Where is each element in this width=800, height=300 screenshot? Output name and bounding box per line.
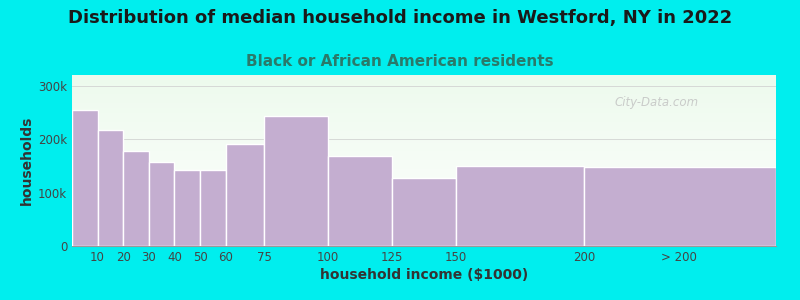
X-axis label: household income ($1000): household income ($1000)	[320, 268, 528, 282]
Bar	[584, 167, 776, 246]
Bar	[72, 110, 98, 246]
Bar	[264, 116, 328, 246]
Bar	[328, 156, 392, 246]
Bar	[149, 162, 174, 246]
Y-axis label: households: households	[20, 116, 34, 205]
Text: Black or African American residents: Black or African American residents	[246, 54, 554, 69]
Bar	[174, 169, 200, 246]
Bar	[123, 151, 149, 246]
Text: Distribution of median household income in Westford, NY in 2022: Distribution of median household income …	[68, 9, 732, 27]
Bar	[226, 145, 264, 246]
Bar	[98, 130, 123, 246]
Bar	[200, 170, 226, 246]
Bar	[456, 166, 584, 246]
Text: City-Data.com: City-Data.com	[614, 95, 698, 109]
Bar	[392, 178, 456, 246]
